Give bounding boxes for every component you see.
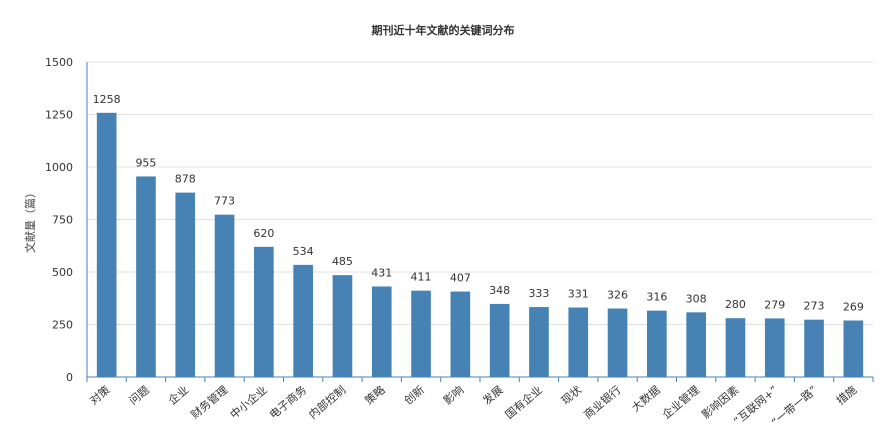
bar[interactable] <box>332 275 353 377</box>
x-tick-label: 现状 <box>558 383 584 408</box>
x-tick-label: 问题 <box>127 383 152 407</box>
data-label: 534 <box>293 245 314 258</box>
bar[interactable] <box>568 307 589 377</box>
bar[interactable] <box>804 319 824 377</box>
data-label: 348 <box>489 284 510 297</box>
y-tick-label: 0 <box>66 371 73 384</box>
x-tick-label: 发展 <box>480 383 506 408</box>
x-tick-label: 财务管理 <box>188 383 231 422</box>
x-tick-label: 国有企业 <box>502 383 545 422</box>
data-label: 431 <box>371 266 392 279</box>
bar[interactable] <box>411 290 431 377</box>
data-label: 269 <box>843 301 864 314</box>
y-tick-labels: 0 250 500 750 1000 1250 1500 <box>45 56 73 384</box>
data-label: 308 <box>686 292 707 305</box>
x-tick-label: 企业 <box>165 383 191 408</box>
x-tick-label: 大数据 <box>628 383 662 415</box>
bar[interactable] <box>725 318 746 377</box>
data-label: 273 <box>804 300 825 313</box>
bar[interactable] <box>214 214 235 377</box>
bars <box>96 112 864 377</box>
bar[interactable] <box>175 192 196 377</box>
bar[interactable] <box>293 264 313 377</box>
x-tick-label: 商业银行 <box>581 383 624 422</box>
bar[interactable] <box>764 318 785 377</box>
x-tick-label: 影响 <box>441 383 466 407</box>
data-label: 411 <box>411 271 432 284</box>
y-tick-label: 750 <box>52 214 73 227</box>
bar[interactable] <box>489 303 510 377</box>
data-label: 331 <box>568 287 589 300</box>
y-tick-label: 500 <box>52 266 73 279</box>
bar[interactable] <box>371 286 392 377</box>
bar[interactable] <box>529 307 549 377</box>
bar[interactable] <box>96 112 117 377</box>
data-label: 485 <box>332 255 353 268</box>
x-tick-label: 企业管理 <box>659 383 702 422</box>
data-label: 407 <box>450 272 471 285</box>
y-tick-label: 1000 <box>45 161 73 174</box>
grid-lines <box>87 61 873 325</box>
data-label: 279 <box>764 298 785 311</box>
bar[interactable] <box>647 310 667 377</box>
y-axis-label: 文献量（篇） <box>23 187 37 253</box>
data-label: 333 <box>528 287 549 300</box>
bar[interactable] <box>450 291 471 377</box>
bar[interactable] <box>843 320 864 377</box>
bar[interactable] <box>136 176 156 377</box>
data-label: 326 <box>607 289 628 302</box>
y-tick-label: 250 <box>52 319 73 332</box>
x-tick-label: 内部控制 <box>306 383 349 422</box>
x-tick-label: 策略 <box>362 383 388 408</box>
data-label: 878 <box>175 173 196 186</box>
bar[interactable] <box>686 312 706 377</box>
bar[interactable] <box>254 246 274 377</box>
x-tick-label: 措施 <box>833 383 859 408</box>
data-label: 773 <box>214 195 235 208</box>
x-tick-label: 电子商务 <box>266 383 309 422</box>
data-label: 316 <box>646 291 667 304</box>
chart-title: 期刊近十年文献的关键词分布 <box>372 23 515 37</box>
data-labels: 1258 955 878 773 620 534 485 431 411 407 348 333 331… <box>93 93 864 314</box>
axes <box>86 62 874 382</box>
x-tick-label: 创新 <box>401 383 427 408</box>
data-label: 280 <box>725 298 746 311</box>
data-label: 620 <box>253 227 274 240</box>
data-label: 955 <box>135 156 156 169</box>
x-tick-label: 中小企业 <box>227 383 270 422</box>
y-tick-label: 1250 <box>45 109 73 122</box>
data-label: 1258 <box>93 93 121 106</box>
x-tick-label: 对策 <box>87 383 113 408</box>
y-tick-label: 1500 <box>45 56 73 69</box>
bar[interactable] <box>607 308 628 377</box>
